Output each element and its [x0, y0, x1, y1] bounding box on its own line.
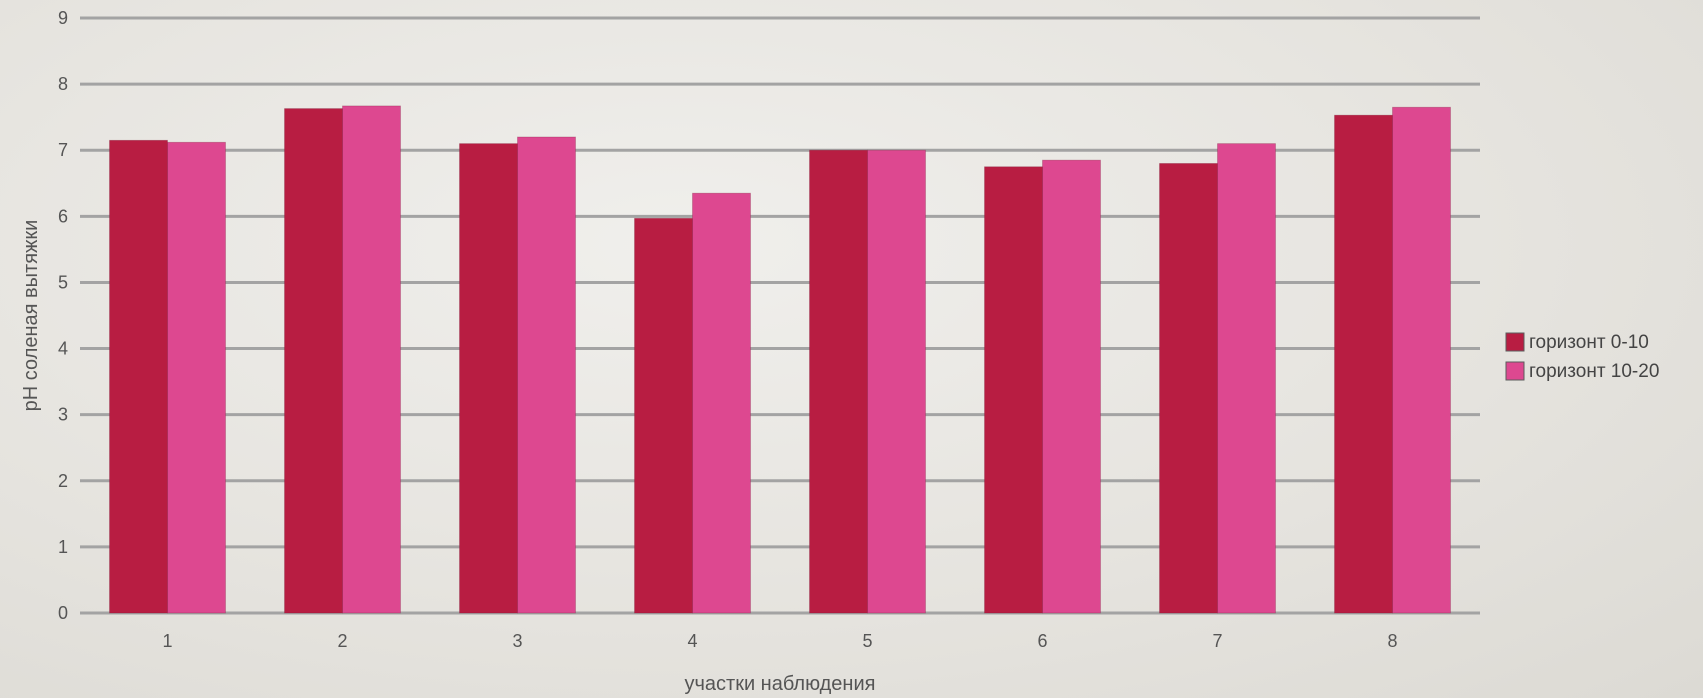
y-axis-title: pH соленая вытяжки: [20, 220, 42, 412]
bar-2-7: [1217, 143, 1276, 614]
legend-label-1: горизонт 0-10: [1529, 332, 1649, 353]
bar-2-3: [517, 136, 576, 614]
x-tick-label: 7: [1212, 631, 1222, 651]
y-tick-label: 3: [58, 405, 68, 425]
y-tick-label: 6: [58, 206, 68, 226]
bar-1-4: [634, 217, 693, 614]
bar-1-6: [984, 166, 1043, 614]
legend: горизонт 0-10 горизонт 10-20: [1505, 332, 1659, 382]
x-tick-label: 4: [687, 631, 697, 651]
y-axis-ticks: 0 1 2 3 4 5 6 7 8 9: [58, 8, 68, 623]
bar-2-2: [342, 105, 401, 614]
bar-2-5: [867, 149, 926, 614]
y-tick-label: 4: [58, 339, 68, 359]
y-tick-label: 8: [58, 74, 68, 94]
x-tick-label: 5: [862, 631, 872, 651]
y-tick-label: 7: [58, 140, 68, 160]
bar-1-3: [459, 143, 518, 614]
bar-2-4: [692, 192, 751, 614]
legend-swatch-2: [1505, 361, 1525, 381]
x-axis-ticks: 1 2 3 4 5 6 7 8: [162, 631, 1397, 651]
x-tick-label: 6: [1037, 631, 1047, 651]
y-tick-label: 2: [58, 471, 68, 491]
y-tick-label: 9: [58, 8, 68, 28]
legend-label-2: горизонт 10-20: [1529, 361, 1659, 382]
bar-2-8: [1392, 106, 1451, 614]
x-axis-title: участки наблюдения: [685, 673, 876, 695]
bars: [109, 105, 1451, 614]
bar-1-7: [1159, 163, 1218, 614]
x-tick-label: 8: [1387, 631, 1397, 651]
x-tick-label: 3: [512, 631, 522, 651]
bar-1-1: [109, 139, 168, 614]
bar-1-8: [1334, 114, 1393, 614]
y-tick-label: 1: [58, 537, 68, 557]
bar-2-6: [1042, 159, 1101, 614]
x-tick-label: 2: [337, 631, 347, 651]
bar-1-5: [809, 149, 868, 614]
bar-1-2: [284, 108, 343, 614]
bar-2-1: [167, 141, 226, 614]
x-tick-label: 1: [162, 631, 172, 651]
y-tick-label: 0: [58, 603, 68, 623]
legend-swatch-1: [1505, 332, 1525, 352]
y-tick-label: 5: [58, 272, 68, 292]
